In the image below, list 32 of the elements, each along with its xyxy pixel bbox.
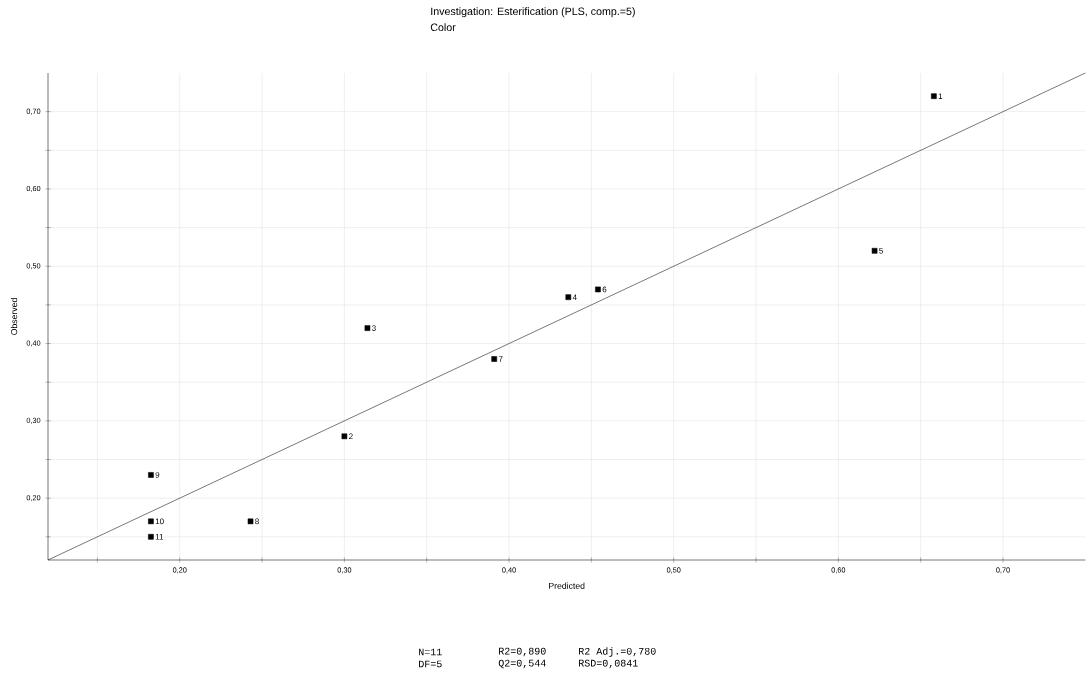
point: [148, 518, 154, 525]
point: [148, 472, 154, 478]
chart-title: Investigation: Esterification (PLS, comp.=5): [431, 7, 635, 18]
x-axis-title: Predicted: [549, 582, 585, 589]
point: [595, 286, 601, 293]
y-axis-title: Observed: [10, 298, 18, 335]
annotation: 11: [155, 534, 164, 540]
text: RSD=0,0841: [579, 659, 638, 669]
annotation: 1: [938, 93, 943, 99]
annotation: 3: [372, 325, 376, 331]
annotation: 4: [572, 294, 577, 300]
point: [364, 325, 371, 331]
point: [491, 356, 498, 362]
point: [247, 518, 254, 525]
annotation: 5: [879, 248, 883, 254]
annotation: 9: [155, 472, 160, 478]
point: [148, 534, 154, 540]
point: [871, 247, 878, 254]
text: Q2=0,544: [498, 659, 546, 669]
annotation: 7: [498, 356, 503, 362]
annotation: 8: [255, 518, 259, 525]
text: N=11: [419, 648, 442, 656]
text: DF=5: [419, 660, 442, 668]
point: [341, 433, 348, 440]
point: [565, 294, 572, 300]
text: R2 Adj.=0,780: [579, 647, 656, 657]
chart-subtitle: Color: [430, 23, 456, 32]
text: R2=0,890: [499, 647, 546, 657]
annotation: 10: [155, 518, 164, 525]
annotation: 6: [602, 286, 607, 293]
point: [931, 93, 937, 99]
annotation: 2: [349, 433, 353, 440]
